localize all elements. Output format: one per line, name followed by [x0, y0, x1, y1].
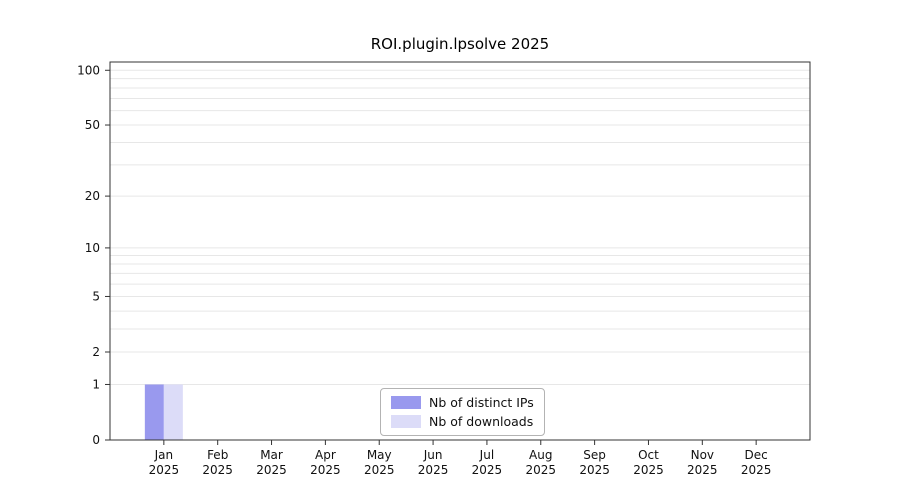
legend-item-downloads: Nb of downloads [391, 414, 534, 429]
x-tick-month: Jul [479, 448, 494, 462]
x-tick-year: 2025 [149, 463, 180, 477]
legend-swatch-distinct-ips [391, 396, 421, 409]
x-tick-month: Dec [745, 448, 768, 462]
legend: Nb of distinct IPs Nb of downloads [380, 388, 545, 436]
x-tick-year: 2025 [256, 463, 287, 477]
y-tick-label: 20 [85, 189, 100, 203]
legend-label-downloads: Nb of downloads [429, 414, 534, 429]
legend-swatch-downloads [391, 415, 421, 428]
x-tick-month: Aug [529, 448, 552, 462]
x-tick-year: 2025 [579, 463, 610, 477]
bar-jan-series0 [144, 384, 164, 440]
x-tick-year: 2025 [741, 463, 772, 477]
x-tick-month: Sep [583, 448, 606, 462]
y-tick-label: 10 [85, 241, 100, 255]
y-tick-label: 1 [92, 377, 100, 391]
x-tick-month: Jan [154, 448, 174, 462]
x-tick-year: 2025 [687, 463, 718, 477]
x-tick-year: 2025 [633, 463, 664, 477]
bar-jan-series1 [163, 384, 183, 440]
x-tick-month: Nov [691, 448, 714, 462]
plot-border [109, 61, 811, 441]
x-tick-month: Feb [207, 448, 228, 462]
x-tick-year: 2025 [310, 463, 341, 477]
x-tick-month: May [367, 448, 392, 462]
y-tick-label: 2 [92, 345, 100, 359]
x-tick-month: Oct [638, 448, 659, 462]
x-tick-year: 2025 [472, 463, 503, 477]
x-tick-year: 2025 [364, 463, 395, 477]
x-tick-year: 2025 [202, 463, 233, 477]
y-tick-label: 5 [92, 289, 100, 303]
legend-label-distinct-ips: Nb of distinct IPs [429, 395, 534, 410]
y-tick-label: 50 [85, 118, 100, 132]
chart-title: ROI.plugin.lpsolve 2025 [370, 35, 550, 53]
y-tick-label: 100 [77, 63, 100, 77]
legend-item-distinct-ips: Nb of distinct IPs [391, 395, 534, 410]
x-tick-month: Mar [260, 448, 283, 462]
x-tick-month: Jun [423, 448, 443, 462]
x-tick-year: 2025 [525, 463, 556, 477]
x-tick-month: Apr [315, 448, 336, 462]
x-tick-year: 2025 [418, 463, 449, 477]
y-tick-label: 0 [92, 433, 100, 447]
